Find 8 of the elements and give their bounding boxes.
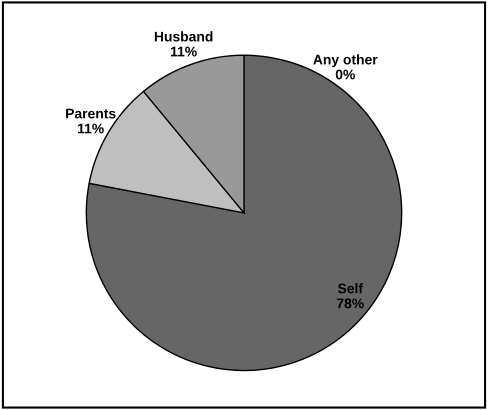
- slice-label: Self: [338, 283, 364, 294]
- category-label: Any other: [313, 54, 378, 68]
- slice-label: Husband: [154, 31, 212, 42]
- data-label: 78%: [336, 298, 364, 308]
- text: 0%: [336, 70, 355, 80]
- data-label: 11%: [78, 124, 104, 134]
- data-label: 11%: [171, 46, 197, 56]
- slice-label: Parents: [66, 108, 116, 118]
